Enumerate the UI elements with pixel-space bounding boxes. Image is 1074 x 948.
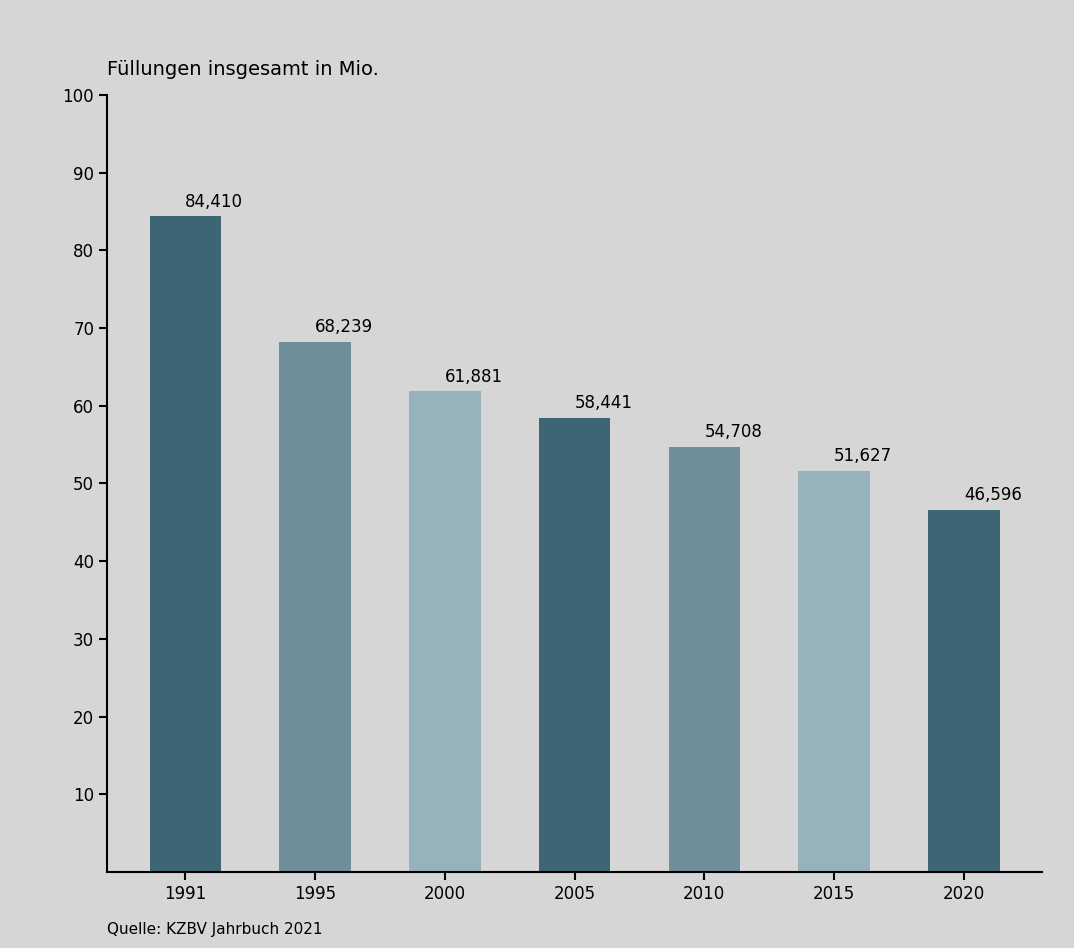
Text: 58,441: 58,441 [575, 394, 633, 412]
Bar [409, 392, 480, 872]
Text: 46,596: 46,596 [964, 486, 1021, 504]
Bar [279, 341, 351, 872]
Bar [539, 418, 610, 872]
Text: Füllungen insgesamt in Mio.: Füllungen insgesamt in Mio. [107, 61, 379, 80]
Text: 84,410: 84,410 [185, 192, 244, 210]
Bar [669, 447, 740, 872]
Bar [149, 216, 221, 872]
Bar [798, 471, 870, 872]
Text: 51,627: 51,627 [834, 447, 892, 465]
Text: 54,708: 54,708 [705, 424, 763, 442]
Bar [928, 510, 1000, 872]
Text: Quelle: KZBV Jahrbuch 2021: Quelle: KZBV Jahrbuch 2021 [107, 921, 323, 937]
Text: 68,239: 68,239 [315, 319, 373, 337]
Text: 61,881: 61,881 [445, 368, 503, 386]
